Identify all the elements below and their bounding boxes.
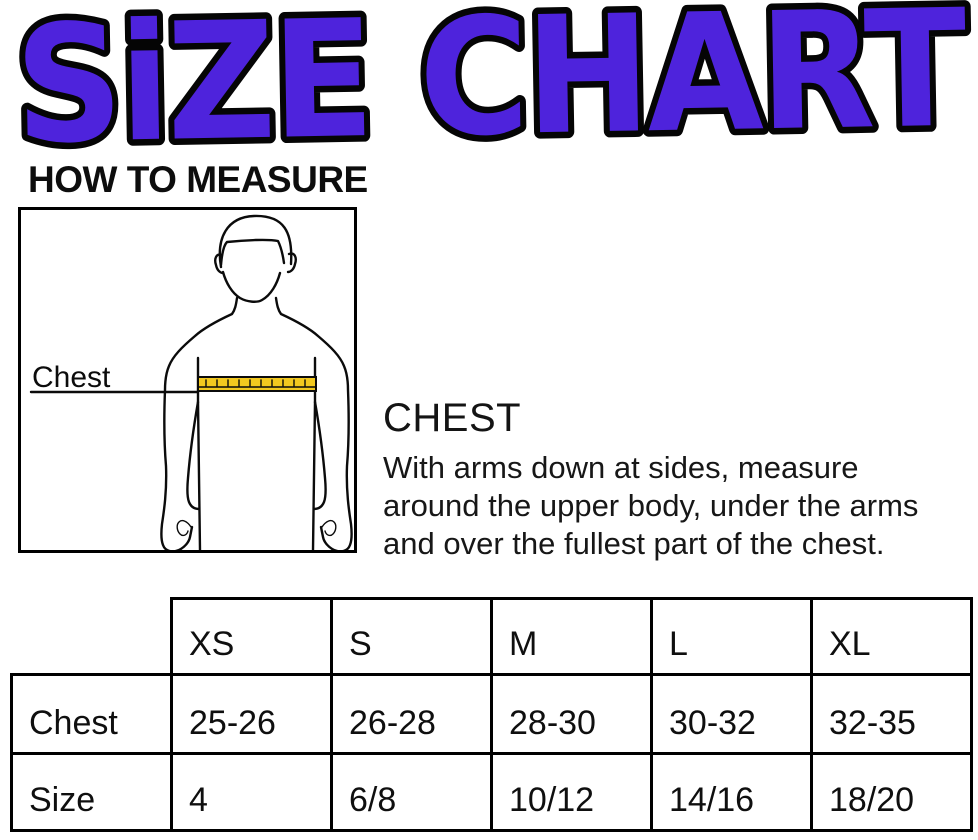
table-cell: 18/20	[810, 752, 973, 832]
title-graphic: SiZE CHART	[7, 0, 974, 187]
chest-section-heading: CHEST	[383, 396, 522, 440]
title-text: SiZE CHART	[13, 0, 967, 180]
table-header-row: XS S M L XL	[11, 597, 973, 676]
torso-illustration: Chest	[29, 214, 353, 550]
face-outline	[221, 270, 282, 303]
left-thumb-curl	[176, 519, 192, 537]
table-cell: 4	[170, 752, 333, 832]
table-cell: 32-35	[810, 673, 973, 755]
row-label-chest: Chest	[10, 673, 173, 755]
table-corner-blank	[11, 598, 172, 675]
hair-outline	[218, 214, 293, 269]
left-inner-arm	[186, 400, 201, 511]
table-cell: 25-26	[170, 673, 333, 755]
left-shoulder-arm	[160, 296, 239, 550]
column-header-xl: XL	[810, 597, 973, 676]
tape-ticks	[205, 379, 306, 387]
column-header-l: L	[650, 597, 813, 676]
chest-instructions-line: around the upper body, under the arms	[383, 488, 919, 523]
table-row-chest: Chest 25-26 26-28 28-30 30-32 32-35	[10, 673, 973, 755]
how-to-measure-heading: HOW TO MEASURE	[28, 159, 368, 200]
measure-figure-box: Chest	[18, 207, 357, 553]
row-label-size: Size	[10, 752, 173, 832]
table-cell: 10/12	[490, 752, 653, 832]
page-title: SiZE CHART	[0, 0, 978, 187]
column-header-s: S	[330, 597, 493, 676]
right-shoulder-arm	[274, 296, 353, 550]
size-table: XS S M L XL Chest 25-26 26-28 28-30 30-3…	[10, 597, 973, 832]
column-header-m: M	[490, 597, 653, 676]
measuring-tape	[197, 376, 317, 392]
chest-instructions-line: With arms down at sides, measure	[383, 450, 859, 485]
table-cell: 6/8	[330, 752, 493, 832]
torso-left-line	[196, 356, 202, 550]
chest-instructions: With arms down at sides, measure around …	[383, 449, 918, 563]
chest-figure-label: Chest	[32, 361, 111, 394]
table-row-size: Size 4 6/8 10/12 14/16 18/20	[10, 752, 973, 832]
right-ear	[286, 252, 297, 274]
left-ear	[214, 253, 225, 275]
hair-fringe-line	[219, 238, 286, 267]
table-cell: 14/16	[650, 752, 813, 832]
table-cell: 26-28	[330, 673, 493, 755]
column-header-xs: XS	[170, 597, 333, 676]
right-inner-arm	[312, 400, 327, 511]
table-cell: 28-30	[490, 673, 653, 755]
right-thumb-curl	[321, 519, 337, 537]
table-cell: 30-32	[650, 673, 813, 755]
torso-right-line	[311, 356, 317, 550]
chest-instructions-line: and over the fullest part of the chest.	[383, 526, 885, 561]
